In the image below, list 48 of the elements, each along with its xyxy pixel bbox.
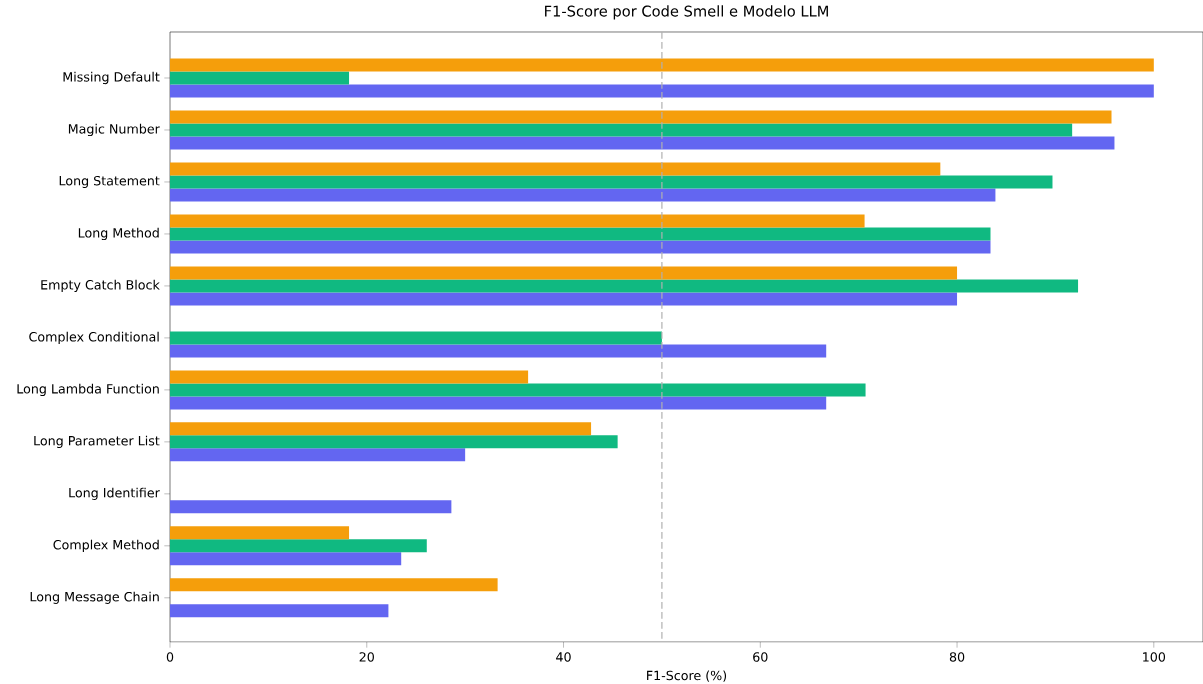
bar [170, 188, 996, 202]
x-tick-label: 40 [556, 652, 571, 662]
bar [170, 214, 865, 228]
y-tick-label: Empty Catch Block [41, 279, 160, 293]
bar [170, 227, 991, 241]
y-tick-label: Long Method [78, 227, 159, 241]
bar [170, 448, 466, 462]
x-axis-title: F1-Score (%) [647, 670, 727, 682]
y-tick-label: Long Identifier [69, 487, 160, 500]
x-tick-label: 0 [166, 652, 174, 662]
bar [170, 604, 389, 618]
bar [170, 539, 427, 553]
bar [170, 136, 1115, 150]
bar [170, 279, 1079, 293]
bar [170, 84, 1154, 98]
chart-title: F1-Score por Code Smell e Modelo LLM [545, 5, 828, 20]
y-tick-label: Complex Conditional [29, 331, 159, 345]
bar [170, 552, 402, 566]
x-tick-label: 100 [1143, 652, 1166, 662]
bar [170, 435, 618, 449]
bar [170, 370, 529, 384]
y-tick-label: Long Statement [59, 175, 160, 188]
bar [170, 175, 1053, 189]
y-tick-label: Magic Number [68, 123, 160, 137]
bar [170, 396, 827, 410]
y-tick-label: Missing Default [63, 71, 160, 85]
bar [170, 292, 958, 306]
x-tick-label: 80 [949, 652, 965, 662]
bar [170, 331, 662, 345]
y-tick-label: Long Lambda Function [17, 383, 159, 397]
bar [170, 58, 1154, 72]
y-tick-label: Long Message Chain [30, 591, 159, 604]
x-tick-label: 20 [359, 652, 374, 662]
y-tick-label: Long Parameter List [34, 435, 160, 448]
bar [170, 344, 827, 358]
x-tick-label: 60 [753, 652, 768, 662]
bar [170, 578, 498, 592]
y-tick-label: Complex Method [53, 539, 159, 552]
bar [170, 71, 350, 85]
bar [170, 383, 866, 397]
bar [170, 240, 991, 254]
bar [170, 123, 1073, 137]
bar [170, 266, 958, 280]
bar [170, 110, 1112, 124]
bar [170, 422, 592, 436]
bar [170, 526, 350, 540]
bar [170, 500, 452, 514]
bar [170, 162, 941, 176]
